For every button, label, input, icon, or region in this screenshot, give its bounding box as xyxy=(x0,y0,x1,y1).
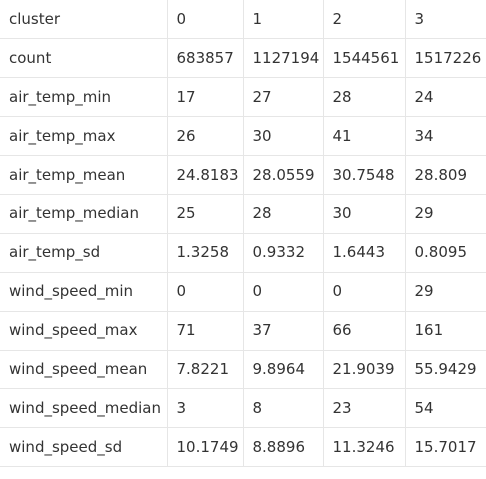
table-cell: 0.9332 xyxy=(242,232,324,273)
table-cell: 34 xyxy=(404,116,486,157)
table-row: air_temp_median 25 28 30 29 xyxy=(0,193,486,234)
table-cell: 41 xyxy=(322,116,406,157)
table-cell: 30 xyxy=(322,193,406,234)
table-cell: 0 xyxy=(322,271,406,312)
table-row: wind_speed_max 71 37 66 161 xyxy=(0,310,486,351)
table-cell: 3 xyxy=(166,388,244,429)
row-label: wind_speed_min xyxy=(0,271,168,312)
table-row: air_temp_min 17 27 28 24 xyxy=(0,77,486,118)
table-row: wind_speed_sd 10.1749 8.8896 11.3246 15.… xyxy=(0,427,486,468)
row-label: air_temp_median xyxy=(0,193,168,234)
table-cell: 0 xyxy=(242,271,324,312)
header-cell: 0 xyxy=(166,0,244,40)
table-cell: 1517226 xyxy=(404,38,486,79)
row-label: wind_speed_max xyxy=(0,310,168,351)
table-cell: 17 xyxy=(166,77,244,118)
table-cell: 1.3258 xyxy=(166,232,244,273)
header-cell: 2 xyxy=(322,0,406,40)
table-cell: 30 xyxy=(242,116,324,157)
row-label: wind_speed_mean xyxy=(0,349,168,390)
table-cell: 25 xyxy=(166,193,244,234)
header-cell: 1 xyxy=(242,0,324,40)
table-cell: 24.8183 xyxy=(166,155,244,195)
table-cell: 28 xyxy=(242,193,324,234)
table-header-row: cluster 0 1 2 3 xyxy=(0,0,486,40)
row-label: air_temp_mean xyxy=(0,155,168,195)
table-cell: 28.809 xyxy=(404,155,486,195)
table-row: air_temp_max 26 30 41 34 xyxy=(0,116,486,157)
table-cell: 71 xyxy=(166,310,244,351)
table-cell: 8 xyxy=(242,388,324,429)
table-cell: 30.7548 xyxy=(322,155,406,195)
table-cell: 15.7017 xyxy=(404,427,486,468)
table-cell: 37 xyxy=(242,310,324,351)
table-cell: 26 xyxy=(166,116,244,157)
table-cell: 66 xyxy=(322,310,406,351)
row-label: air_temp_sd xyxy=(0,232,168,273)
table-cell: 28.0559 xyxy=(242,155,324,195)
table-cell: 10.1749 xyxy=(166,427,244,468)
table-cell: 0 xyxy=(166,271,244,312)
table-cell: 27 xyxy=(242,77,324,118)
table-row: air_temp_sd 1.3258 0.9332 1.6443 0.8095 xyxy=(0,232,486,273)
cluster-stats-table: cluster 0 1 2 3 count 683857 1127194 154… xyxy=(0,0,486,468)
table-cell: 23 xyxy=(322,388,406,429)
table-cell: 11.3246 xyxy=(322,427,406,468)
header-cell: 3 xyxy=(404,0,486,40)
table-cell: 21.9039 xyxy=(322,349,406,390)
table-cell: 28 xyxy=(322,77,406,118)
table-cell: 29 xyxy=(404,271,486,312)
table-cell: 1.6443 xyxy=(322,232,406,273)
header-cell: cluster xyxy=(0,0,168,40)
row-label: air_temp_min xyxy=(0,77,168,118)
table-cell: 8.8896 xyxy=(242,427,324,468)
table-cell: 55.9429 xyxy=(404,349,486,390)
table-cell: 29 xyxy=(404,193,486,234)
table-cell: 1544561 xyxy=(322,38,406,79)
table-cell: 683857 xyxy=(166,38,244,79)
table-row: air_temp_mean 24.8183 28.0559 30.7548 28… xyxy=(0,155,486,195)
row-label: wind_speed_median xyxy=(0,388,168,429)
table-cell: 9.8964 xyxy=(242,349,324,390)
table-cell: 54 xyxy=(404,388,486,429)
table-row: wind_speed_median 3 8 23 54 xyxy=(0,388,486,429)
table-cell: 161 xyxy=(404,310,486,351)
table-row: count 683857 1127194 1544561 1517226 xyxy=(0,38,486,79)
row-label: air_temp_max xyxy=(0,116,168,157)
table-cell: 0.8095 xyxy=(404,232,486,273)
table-cell: 24 xyxy=(404,77,486,118)
table-cell: 7.8221 xyxy=(166,349,244,390)
table-row: wind_speed_mean 7.8221 9.8964 21.9039 55… xyxy=(0,349,486,390)
row-label: count xyxy=(0,38,168,79)
row-label: wind_speed_sd xyxy=(0,427,168,468)
table-row: wind_speed_min 0 0 0 29 xyxy=(0,271,486,312)
table-cell: 1127194 xyxy=(242,38,324,79)
